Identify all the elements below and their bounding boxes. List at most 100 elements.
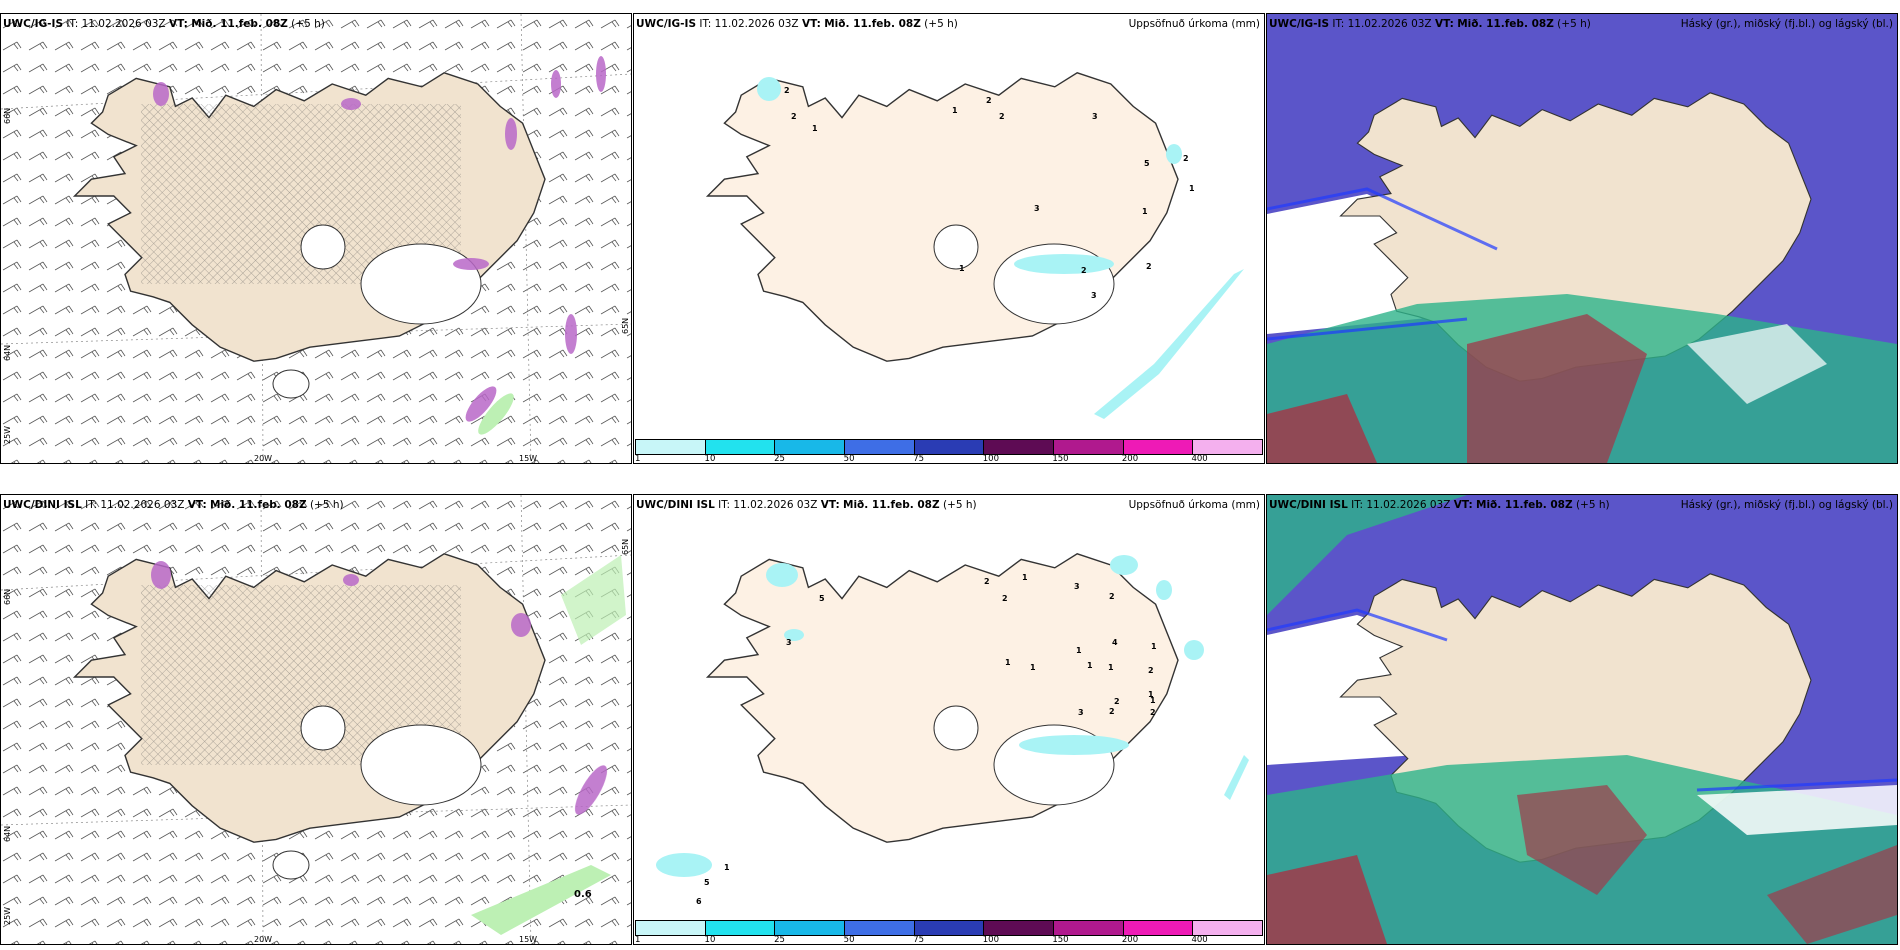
colorbar-label: 50 [843, 935, 855, 945]
wind-map [1, 14, 631, 463]
panel-title: UWC/DINI ISL IT: 11.02.2026 03Z VT: Mið.… [1269, 499, 1610, 511]
precip-value-label: 2 [986, 96, 992, 105]
precip-value-label: 2 [784, 86, 790, 95]
field-value-label: 0.6 [574, 889, 592, 900]
panel-field-label: Uppsöfnuð úrkoma (mm) [1128, 499, 1260, 511]
colorbar-bin [636, 921, 706, 935]
colorbar: 1 10 25 50 75 100 150 200 400 [634, 437, 1264, 463]
precip-value-label: 1 [1150, 696, 1156, 705]
lat-label-64n: 64N [3, 825, 12, 842]
colorbar-label: 75 [913, 454, 925, 464]
colorbar-label: 200 [1121, 454, 1139, 464]
precip-value-label: 3 [786, 638, 792, 647]
colorbar-bin [845, 921, 915, 935]
panel-field-label: Háský (gr.), miðský (fj.bl.) og lágský (… [1680, 499, 1893, 511]
precip-value-label: 1 [1087, 661, 1093, 670]
precip-map [656, 552, 1249, 877]
precip-value-label: 2 [1148, 666, 1154, 675]
map-panel-cloud-top-right: UWC/IG-IS IT: 11.02.2026 03Z VT: Mið. 11… [1266, 13, 1898, 464]
map-panel-precip-top-middle: UWC/IG-IS IT: 11.02.2026 03Z VT: Mið. 11… [633, 13, 1265, 464]
lat-label-65n: 65N [621, 538, 630, 555]
panel-title: UWC/DINI ISL IT: 11.02.2026 03Z VT: Mið.… [636, 499, 977, 511]
precip-value-label: 1 [959, 264, 965, 273]
lat-label-25w: 25W [3, 906, 12, 925]
colorbar-label: 400 [1191, 935, 1208, 945]
precip-value-label: 5 [704, 878, 710, 887]
colorbar-label: 10 [704, 935, 716, 945]
colorbar-label: 25 [774, 935, 785, 945]
precip-value-label: 3 [1078, 708, 1084, 717]
precip-value-label: 2 [1109, 707, 1115, 716]
precip-value-label: 1 [1142, 207, 1148, 216]
colorbar-bin [1054, 440, 1124, 454]
colorbar-label: 400 [1191, 454, 1208, 464]
colorbar-label: 150 [1052, 454, 1069, 464]
lat-label-66n: 66N [3, 588, 12, 605]
precip-value-label: 1 [1108, 663, 1114, 672]
precip-value-label: 5 [1144, 159, 1150, 168]
wind-map [1, 495, 631, 944]
lon-label-20w: 20W [254, 454, 273, 463]
colorbar-label: 50 [843, 454, 855, 464]
precip-value-label: 2 [1002, 594, 1008, 603]
colorbar-bin [775, 921, 846, 935]
lon-label-15w: 15W [519, 935, 538, 944]
colorbar-bin [1193, 921, 1263, 935]
colorbar-bin [845, 440, 915, 454]
colorbar-label: 150 [1052, 935, 1069, 945]
colorbar-label: 100 [982, 935, 999, 945]
colorbar-bin [705, 921, 776, 935]
precip-value-label: 1 [1189, 184, 1195, 193]
precip-value-label: 2 [1109, 592, 1115, 601]
precip-value-label: 1 [1005, 658, 1011, 667]
precip-value-label: 1 [952, 106, 958, 115]
precip-value-label: 1 [1148, 690, 1154, 699]
map-panel-wind-top-left: UWC/IG-IS IT: 11.02.2026 03Z VT: Mið. 11… [0, 13, 632, 464]
colorbar: 1 10 25 50 75 100 150 200 400 [634, 918, 1264, 944]
colorbar-label: 100 [982, 454, 999, 464]
lat-label-65n: 65N [621, 317, 630, 334]
lat-label-64n: 64N [3, 344, 12, 361]
colorbar-label: 25 [774, 454, 785, 464]
precip-value-label: 5 [819, 594, 825, 603]
colorbar-bin [1123, 440, 1194, 454]
map-panel-wind-bottom-left: UWC/DINI ISL IT: 11.02.2026 03Z VT: Mið.… [0, 494, 632, 945]
precip-value-label: 1 [1030, 663, 1036, 672]
precip-value-label: 4 [1112, 638, 1118, 647]
colorbar-label: 10 [704, 454, 716, 464]
precip-value-label: 2 [999, 112, 1005, 121]
colorbar-bin [914, 921, 985, 935]
precip-value-label: 2 [791, 112, 797, 121]
precip-value-label: 1 [812, 124, 818, 133]
precip-value-label: 2 [1183, 154, 1189, 163]
precip-value-label: 3 [1074, 582, 1080, 591]
colorbar-label: 1 [635, 935, 641, 945]
precip-value-label: 2 [1081, 266, 1087, 275]
precip-value-label: 3 [1034, 204, 1040, 213]
colorbar-bin [984, 440, 1055, 454]
colorbar-bin [914, 440, 985, 454]
colorbar-bin [984, 921, 1055, 935]
panel-title: UWC/IG-IS IT: 11.02.2026 03Z VT: Mið. 11… [3, 18, 325, 30]
precip-map [706, 71, 1244, 419]
precip-value-label: 1 [1076, 646, 1082, 655]
precip-value-label: 2 [1146, 262, 1152, 271]
colorbar-bin [636, 440, 706, 454]
precip-value-label: 6 [696, 897, 702, 906]
colorbar-bin [775, 440, 846, 454]
precip-value-label: 2 [984, 577, 990, 586]
colorbar-label: 200 [1121, 935, 1139, 945]
panel-title: UWC/DINI ISL IT: 11.02.2026 03Z VT: Mið.… [3, 499, 344, 511]
colorbar-bin [1054, 921, 1124, 935]
panel-field-label: Uppsöfnuð úrkoma (mm) [1128, 18, 1260, 30]
colorbar-bin [705, 440, 776, 454]
panel-title: UWC/IG-IS IT: 11.02.2026 03Z VT: Mið. 11… [636, 18, 958, 30]
precip-value-label: 3 [1091, 291, 1097, 300]
lon-label-20w: 20W [254, 935, 273, 944]
lat-label-66n: 66N [3, 107, 12, 124]
lat-label-25w: 25W [3, 425, 12, 444]
colorbar-bin [1193, 440, 1263, 454]
colorbar-label: 75 [913, 935, 925, 945]
cloud-map [1267, 495, 1897, 944]
panel-field-label: Háský (gr.), miðský (fj.bl.) og lágský (… [1680, 18, 1893, 30]
